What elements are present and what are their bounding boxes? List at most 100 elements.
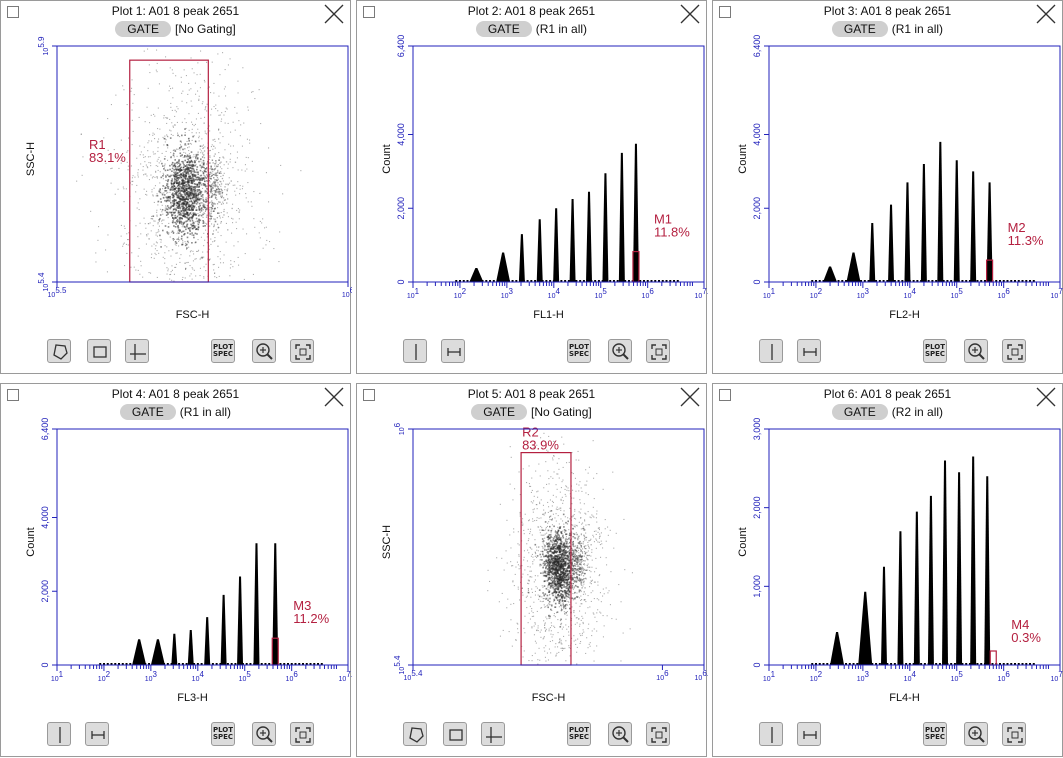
- histogram-peak: [954, 160, 960, 282]
- histogram-peak: [914, 512, 920, 665]
- histogram-peak: [897, 531, 903, 665]
- svg-text:6,400: 6,400: [396, 35, 406, 58]
- svg-text:102: 102: [454, 287, 467, 300]
- svg-text:0: 0: [396, 279, 406, 284]
- x-tick-label: 105.5: [48, 286, 67, 299]
- gate-region[interactable]: [130, 60, 209, 282]
- histogram-peak: [586, 192, 592, 282]
- vertical-marker-button[interactable]: [759, 722, 783, 746]
- x-tick-label: 102: [810, 287, 823, 300]
- x-tick-label: 105.4: [404, 669, 423, 682]
- histogram-peak: [858, 592, 872, 665]
- svg-text:105: 105: [239, 670, 252, 683]
- zoom-in-button[interactable]: [252, 339, 276, 363]
- vertical-marker-button[interactable]: [759, 339, 783, 363]
- fit-to-view-button[interactable]: [646, 722, 670, 746]
- fit-to-view-button[interactable]: [1002, 722, 1026, 746]
- zoom-in-button[interactable]: [964, 339, 988, 363]
- x-tick-label: 106: [642, 287, 655, 300]
- plot-spec-label-2: SPEC: [568, 351, 590, 358]
- histogram-peak: [846, 253, 860, 283]
- plot-frame: [413, 46, 704, 282]
- fit-to-view-button[interactable]: [646, 339, 670, 363]
- histogram-bars: [99, 543, 323, 665]
- svg-text:0: 0: [40, 662, 50, 667]
- range-marker-button[interactable]: [797, 339, 821, 363]
- quadrant-gate-button[interactable]: [125, 339, 149, 363]
- polygon-gate-button[interactable]: [403, 722, 427, 746]
- y-tick-label: 6,400: [40, 418, 50, 441]
- range-marker-button[interactable]: [797, 722, 821, 746]
- fit-to-view-button[interactable]: [1002, 339, 1026, 363]
- quadrant-gate-button[interactable]: [481, 722, 505, 746]
- zoom-in-button[interactable]: [608, 339, 632, 363]
- x-axis-label: FL3-H: [177, 692, 208, 704]
- svg-text:4,000: 4,000: [752, 123, 762, 146]
- histogram-peak: [519, 234, 525, 282]
- x-tick-label: 107.2: [1051, 670, 1063, 683]
- fit-to-view-button[interactable]: [290, 339, 314, 363]
- svg-text:103: 103: [145, 670, 158, 683]
- plot-chart[interactable]: M311.2%101102103104105106107.202,0004,00…: [1, 384, 352, 758]
- svg-text:0: 0: [752, 279, 762, 284]
- y-tick-label: 105.9: [37, 36, 50, 55]
- plot-chart[interactable]: M111.8%101102103104105106107.202,0004,00…: [357, 1, 708, 375]
- svg-text:106: 106: [642, 287, 655, 300]
- fit-to-view-icon: [1003, 340, 1027, 364]
- histogram-peak: [970, 457, 976, 666]
- range-marker-icon: [86, 723, 110, 747]
- polygon-gate-button[interactable]: [47, 339, 71, 363]
- marker-percent: 0.3%: [1011, 630, 1041, 645]
- marker-percent: 11.3%: [1008, 233, 1044, 248]
- zoom-in-button[interactable]: [252, 722, 276, 746]
- x-tick-label: 105: [595, 287, 608, 300]
- marker-percent: 11.8%: [654, 225, 690, 240]
- y-tick-label: 105.4: [393, 655, 406, 674]
- plot-chart[interactable]: M40.3%101102103104105106107.201,0002,000…: [713, 384, 1063, 758]
- svg-text:107.2: 107.2: [1051, 287, 1063, 300]
- range-marker[interactable]: [990, 651, 996, 665]
- vertical-marker-button[interactable]: [403, 339, 427, 363]
- plot-chart[interactable]: M211.3%101102103104105106107.202,0004,00…: [713, 1, 1063, 375]
- zoom-in-button[interactable]: [964, 722, 988, 746]
- histogram-peak: [633, 144, 639, 282]
- rectangle-gate-button[interactable]: [443, 722, 467, 746]
- fit-to-view-button[interactable]: [290, 722, 314, 746]
- event-dots: [487, 433, 633, 665]
- zoom-in-button[interactable]: [608, 722, 632, 746]
- rectangle-gate-icon: [444, 723, 468, 747]
- plot-spec-label-2: SPEC: [924, 351, 946, 358]
- vertical-marker-button[interactable]: [47, 722, 71, 746]
- fit-to-view-icon: [291, 340, 315, 364]
- vertical-marker-icon: [404, 340, 428, 364]
- svg-text:106: 106: [286, 670, 299, 683]
- histogram-peak: [553, 208, 559, 282]
- rectangle-gate-button[interactable]: [87, 339, 111, 363]
- histogram-peak: [921, 164, 927, 282]
- svg-text:107.2: 107.2: [339, 670, 352, 683]
- svg-text:101: 101: [51, 670, 64, 683]
- x-tick-label: 101: [407, 287, 420, 300]
- y-tick-label: 2,000: [40, 580, 50, 603]
- range-marker-button[interactable]: [85, 722, 109, 746]
- histogram-peak: [904, 182, 910, 282]
- x-tick-label: 104: [904, 670, 917, 683]
- x-tick-label: 104: [904, 287, 917, 300]
- fit-to-view-icon: [647, 723, 671, 747]
- plot-spec-label-2: SPEC: [924, 734, 946, 741]
- histogram-peak: [888, 205, 894, 282]
- range-marker-button[interactable]: [441, 339, 465, 363]
- svg-text:2,000: 2,000: [752, 197, 762, 220]
